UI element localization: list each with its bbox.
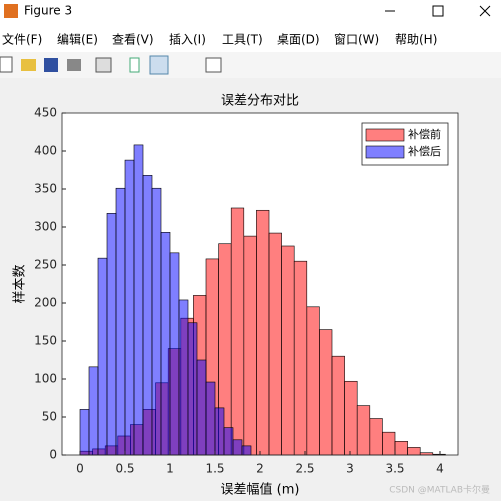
histogram-bar — [115, 187, 126, 456]
histogram-bar — [319, 329, 333, 456]
histogram-bar — [306, 306, 320, 456]
legend-swatch — [365, 145, 405, 159]
x-tick-label: 2 — [256, 462, 264, 476]
histogram-bar — [281, 245, 295, 456]
title-bar — [0, 0, 501, 22]
menu-item[interactable]: 帮助(H) — [395, 33, 437, 47]
histogram-bar — [394, 441, 408, 456]
y-tick-label: 0 — [49, 448, 57, 462]
window-title: Figure 3 — [24, 4, 72, 18]
x-tick-label: 1.5 — [205, 462, 224, 476]
x-tick-label: 3.5 — [385, 462, 404, 476]
histogram-bar — [97, 257, 108, 456]
histogram-bar — [256, 209, 270, 456]
y-tick-label: 250 — [34, 258, 57, 272]
histogram-bar — [369, 418, 383, 456]
histogram-bar — [268, 232, 282, 456]
menu-item[interactable]: 查看(V) — [112, 33, 154, 47]
y-tick-label: 300 — [34, 220, 57, 234]
legend-label: 补偿后 — [408, 144, 441, 158]
menu-item[interactable]: 窗口(W) — [334, 33, 379, 47]
watermark: CSDN @MATLAB卡尔曼 — [389, 484, 490, 496]
histogram-bar — [331, 355, 345, 456]
x-tick-label: 4 — [436, 462, 444, 476]
chart-title: 误差分布对比 — [221, 94, 299, 109]
toolbar-icons — [0, 55, 222, 75]
histogram-bar — [169, 252, 180, 456]
x-tick-label: 3 — [346, 462, 354, 476]
histogram-bar — [151, 187, 162, 456]
legend-label: 补偿前 — [408, 127, 441, 141]
open-icon[interactable] — [21, 59, 36, 71]
app-icon — [4, 4, 18, 18]
histogram-bar — [133, 144, 144, 456]
histogram-bar — [241, 445, 252, 456]
menu-item[interactable]: 编辑(E) — [57, 32, 98, 47]
save-icon[interactable] — [44, 58, 58, 72]
x-tick-label: 2.5 — [295, 462, 314, 476]
new-icon[interactable] — [0, 56, 13, 73]
link-icon[interactable] — [95, 57, 112, 73]
histogram-bar — [407, 447, 421, 456]
colorbar-icon[interactable] — [129, 57, 140, 73]
histogram-bar — [356, 405, 371, 456]
histogram-bar — [293, 260, 308, 456]
y-tick-label: 100 — [34, 372, 57, 386]
histogram-bar — [344, 380, 358, 456]
property-icon[interactable] — [205, 57, 222, 73]
histogram-bar — [230, 207, 245, 456]
histogram-bar — [243, 235, 257, 456]
y-tick-label: 450 — [34, 106, 57, 120]
y-tick-label: 350 — [34, 182, 57, 196]
print-icon[interactable] — [67, 59, 81, 71]
x-tick-label: 1 — [166, 462, 174, 476]
histogram-bar — [124, 159, 135, 456]
y-tick-label: 200 — [34, 296, 57, 310]
menu-item[interactable]: 文件(F) — [2, 32, 42, 47]
y-tick-label: 50 — [42, 410, 57, 424]
toolbar — [0, 52, 501, 78]
y-axis-label: 样本数 — [13, 264, 28, 303]
histogram-bar — [223, 427, 234, 456]
histogram-bar — [205, 381, 216, 456]
y-tick-label: 150 — [34, 334, 57, 348]
x-axis-label: 误差幅值 (m) — [221, 482, 300, 498]
menu-bar — [0, 22, 501, 52]
histogram-bar — [196, 359, 207, 456]
histogram-bar — [79, 409, 90, 456]
histogram-bar — [88, 366, 99, 456]
histogram-bar — [106, 213, 117, 456]
close-button[interactable] — [479, 5, 491, 17]
histogram-bar — [214, 407, 225, 456]
menu-item[interactable]: 插入(I) — [169, 33, 206, 47]
menu-item[interactable]: 工具(T) — [222, 33, 263, 47]
y-tick-label: 400 — [34, 144, 57, 158]
legend-icon[interactable] — [149, 55, 169, 75]
histogram-bar — [178, 299, 189, 456]
histogram-bar — [160, 232, 171, 456]
legend-swatch — [365, 128, 405, 142]
histogram-bar — [142, 175, 153, 456]
histogram-bar — [232, 439, 243, 456]
histogram-bar — [187, 322, 198, 456]
x-tick-label: 0 — [76, 462, 84, 476]
x-tick-label: 0.5 — [115, 462, 134, 476]
histogram-bar — [382, 431, 396, 456]
menu-item[interactable]: 桌面(D) — [277, 33, 320, 47]
maximize-button[interactable] — [432, 5, 444, 17]
